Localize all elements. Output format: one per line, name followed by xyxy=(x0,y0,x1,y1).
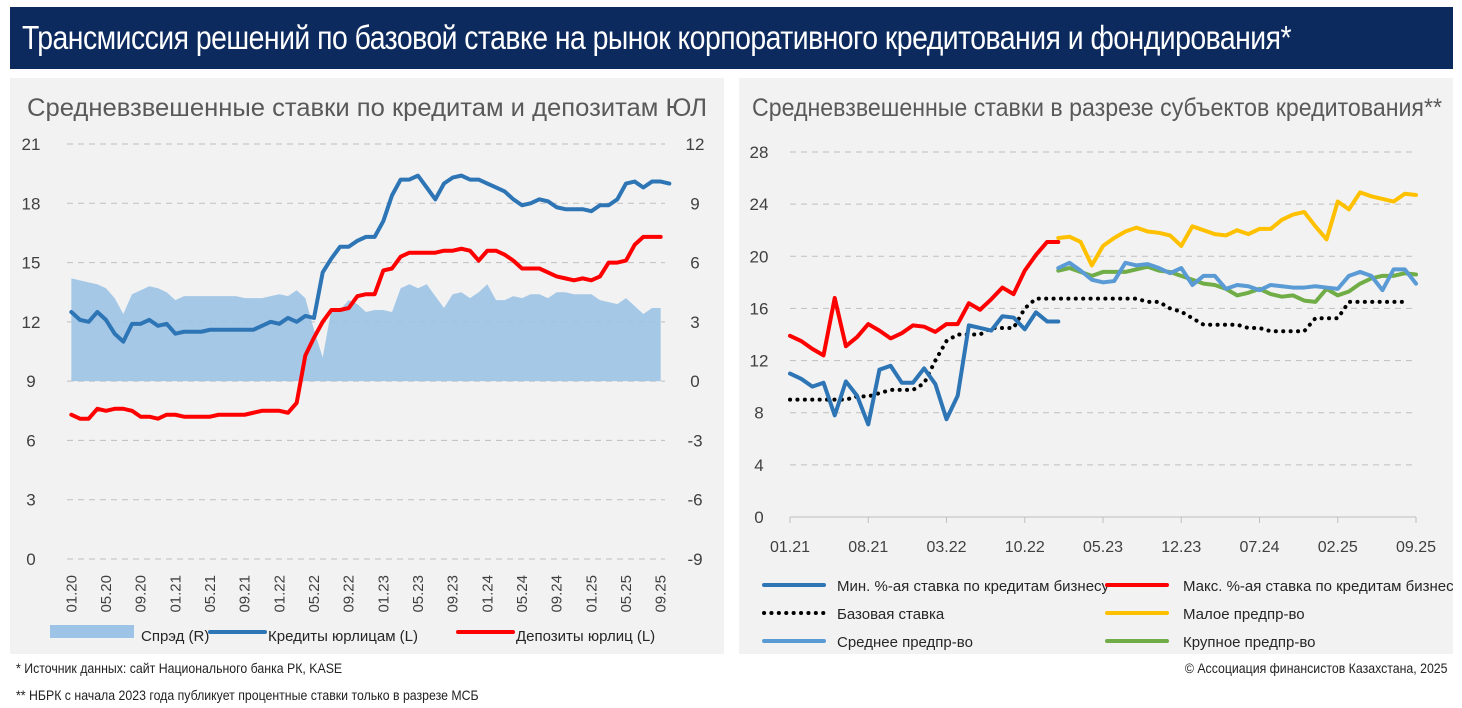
x-tick-label: 01.24 xyxy=(479,575,496,613)
y-tick-label: 0 xyxy=(754,508,763,527)
y-left-tick-label: 21 xyxy=(22,135,41,154)
rates-by-borrower-chart: Средневзвешенные ставки в разрезе субъек… xyxy=(750,94,1462,651)
y-right-tick-label: -6 xyxy=(687,491,702,510)
x-tick-label: 01.21 xyxy=(167,575,184,613)
y-right-tick-label: 6 xyxy=(690,254,699,273)
x-tick-label: 01.20 xyxy=(63,575,80,613)
x-tick-label: 09.25 xyxy=(653,575,670,613)
кредиты-юрлицам-l--line xyxy=(69,173,672,344)
x-tick-label: 09.23 xyxy=(445,575,462,613)
y-right-tick-label: 9 xyxy=(690,194,699,213)
y-right-tick-label: -3 xyxy=(687,431,702,450)
x-tick-label: 12.23 xyxy=(1161,539,1201,556)
y-right-tick-label: 0 xyxy=(690,372,699,391)
legend-label: Крупное предпр-во xyxy=(1183,634,1316,651)
y-left-tick-label: 3 xyxy=(26,491,35,510)
legend: Спрэд (R) Кредиты юрлицам (L) Депозиты юрл… xyxy=(50,625,655,645)
y-left-tick-label: 15 xyxy=(22,254,41,273)
y-tick-label: 4 xyxy=(754,456,763,475)
x-tick-label: 01.25 xyxy=(583,575,600,613)
депозиты-юрлиц-l--line xyxy=(69,234,663,421)
y-tick-label: 24 xyxy=(750,195,769,214)
legend-label: Кредиты юрлицам (L) xyxy=(268,628,418,645)
footnote-source: * Источник данных: сайт Национального ба… xyxy=(16,660,343,676)
x-tick-label: 07.24 xyxy=(1239,539,1279,556)
chart-title: Средневзвешенные ставки в разрезе субъек… xyxy=(752,94,1442,122)
left-chart-panel: Средневзвешенные ставки по кредитам и де… xyxy=(10,78,724,654)
chart-title: Средневзвешенные ставки по кредитам и де… xyxy=(27,94,707,122)
legend-label: Спрэд (R) xyxy=(141,628,209,645)
y-left-tick-label: 12 xyxy=(22,313,41,332)
x-tick-label: 08.21 xyxy=(848,539,888,556)
x-tick-label: 03.22 xyxy=(926,539,966,556)
spread-area xyxy=(71,278,661,382)
малое-предпр-во-line xyxy=(1056,190,1418,268)
y-right-tick-label: 12 xyxy=(686,135,705,154)
legend-label: Мин. %-ая ставка по кредитам бизнесу xyxy=(837,578,1110,595)
legend-label: Среднее предпр-во xyxy=(837,634,973,651)
legend-swatch-spread xyxy=(50,625,134,638)
legend-label: Макс. %-ая ставка по кредитам бизнесу xyxy=(1183,578,1453,595)
page-title: Трансмиссия решений по базовой ставке на… xyxy=(22,19,1292,56)
rates-loans-deposits-chart: Средневзвешенные ставки по кредитам и де… xyxy=(22,94,707,645)
y-left-tick-label: 9 xyxy=(26,372,35,391)
x-tick-label: 05.21 xyxy=(202,575,219,613)
мин-ая-ставка-по-кредитам-бизнесу-line xyxy=(788,310,1061,427)
y-tick-label: 8 xyxy=(754,404,763,423)
x-tick-label: 02.25 xyxy=(1318,539,1358,556)
y-tick-label: 28 xyxy=(750,143,769,162)
среднее-предпр-во-line xyxy=(1056,260,1418,293)
right-chart-panel: Средневзвешенные ставки в разрезе субъек… xyxy=(739,78,1462,654)
x-tick-label: 09.21 xyxy=(237,575,254,613)
copyright: © Ассоциация финансистов Казахстана, 202… xyxy=(1185,660,1448,676)
y-tick-label: 16 xyxy=(750,299,769,318)
footnote-note: ** НБРК с начала 2023 года публикует про… xyxy=(16,687,479,703)
y-right-tick-label: -9 xyxy=(687,550,702,569)
x-tick-label: 05.23 xyxy=(1083,539,1123,556)
y-left-tick-label: 0 xyxy=(26,550,35,569)
макс-ая-ставка-по-кредитам-бизнесу-line xyxy=(788,239,1061,358)
базовая-ставка-line xyxy=(788,296,1407,402)
x-tick-label: 05.22 xyxy=(306,575,323,613)
x-tick-label: 09.22 xyxy=(341,575,358,613)
y-left-tick-label: 18 xyxy=(22,194,41,213)
y-tick-label: 20 xyxy=(750,247,769,266)
x-tick-label: 09.24 xyxy=(549,575,566,613)
x-tick-label: 09.25 xyxy=(1396,539,1436,556)
legend: Мин. %-ая ставка по кредитам бизнесу Макс… xyxy=(762,578,1462,651)
y-left-tick-label: 6 xyxy=(26,431,35,450)
x-tick-label: 05.24 xyxy=(514,575,531,613)
x-tick-label: 05.25 xyxy=(618,575,635,613)
x-tick-label: 05.23 xyxy=(410,575,427,613)
legend-label: Малое предпр-во xyxy=(1183,606,1305,623)
x-tick-label: 05.20 xyxy=(98,575,115,613)
title-bar: Трансмиссия решений по базовой ставке на… xyxy=(10,7,1453,69)
x-tick-label: 01.22 xyxy=(271,575,288,613)
x-tick-label: 10.22 xyxy=(1005,539,1045,556)
x-tick-label: 01.21 xyxy=(770,539,810,556)
legend-label: Депозиты юрлиц (L) xyxy=(516,628,655,645)
x-tick-label: 09.20 xyxy=(133,575,150,613)
y-tick-label: 12 xyxy=(750,352,769,371)
y-right-tick-label: 3 xyxy=(690,313,699,332)
legend-label: Базовая ставка xyxy=(837,606,945,623)
x-tick-label: 01.23 xyxy=(375,575,392,613)
